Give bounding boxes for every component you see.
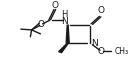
Polygon shape (66, 25, 69, 43)
Text: O: O (51, 1, 59, 10)
Text: N: N (91, 39, 98, 48)
Text: O: O (98, 47, 105, 56)
Text: H: H (61, 10, 68, 19)
Text: O: O (98, 6, 105, 15)
Polygon shape (59, 43, 68, 53)
Text: O: O (38, 20, 45, 29)
Text: N: N (61, 17, 68, 26)
Text: CH₃: CH₃ (114, 47, 129, 56)
